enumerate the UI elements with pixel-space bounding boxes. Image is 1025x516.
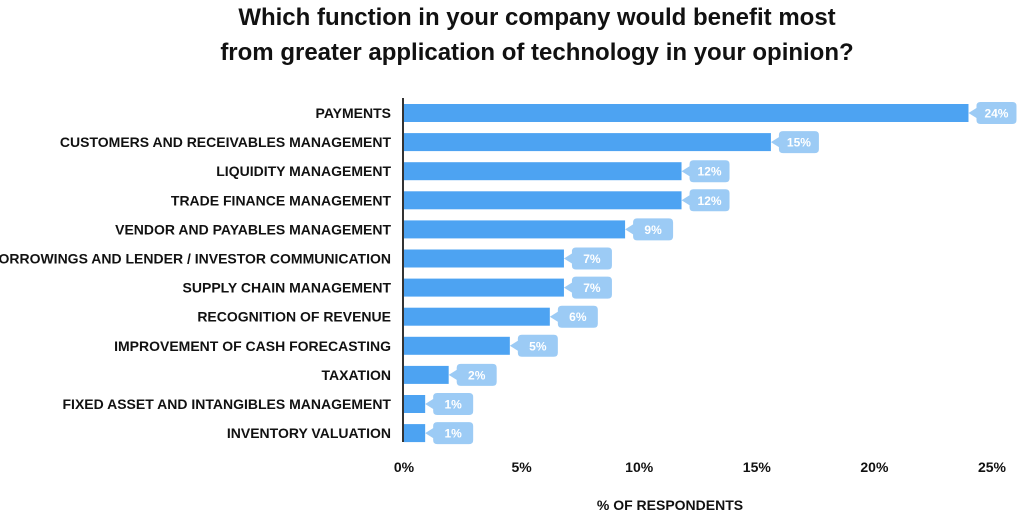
category-label: INVENTORY VALUATION [227, 425, 391, 441]
bar [404, 365, 449, 384]
category-label: TAXATION [322, 367, 391, 383]
data-label-bubble [681, 189, 730, 212]
data-label: 5% [529, 339, 547, 353]
data-label-bubble [968, 102, 1017, 124]
data-label-bubble [509, 334, 558, 357]
chart-title-line-1: Which function in your company would ben… [238, 4, 835, 31]
data-label-bubble [770, 131, 819, 154]
bar [404, 162, 682, 181]
bar [404, 220, 626, 239]
data-label-bubble [549, 305, 598, 328]
data-label: 2% [468, 368, 486, 382]
data-label: 1% [444, 427, 462, 441]
data-label: 12% [698, 165, 722, 179]
data-label-bubble [425, 393, 474, 415]
data-label: 7% [583, 281, 601, 295]
x-tick-label: 0% [394, 459, 415, 475]
plot-area: PAYMENTS 24% CUSTOMERS AND RECEIVABLES MAN… [0, 98, 1017, 475]
x-tick-label: 15% [743, 459, 772, 475]
data-label-bubble [681, 160, 730, 183]
category-label: CUSTOMERS AND RECEIVABLES MANAGEMENT [60, 134, 392, 150]
data-label: 24% [984, 107, 1008, 121]
x-axis-title: % OF RESPONDENTS [597, 497, 743, 513]
data-label-bubble [425, 422, 474, 445]
data-label-bubble [563, 276, 612, 299]
bar [404, 307, 550, 326]
category-label: TRADE FINANCE MANAGEMENT [171, 192, 392, 208]
data-label: 9% [644, 223, 662, 237]
bar [404, 424, 426, 443]
data-label: 12% [698, 194, 722, 208]
bar [404, 395, 426, 413]
data-label-bubble [448, 363, 497, 386]
data-label-bubble [563, 247, 612, 270]
x-tick-label: 10% [625, 459, 654, 475]
bar [404, 278, 564, 297]
data-label: 6% [569, 310, 587, 324]
bar [404, 336, 510, 355]
data-label-bubble [625, 218, 674, 241]
category-label: PAYMENTS [316, 105, 391, 121]
data-label: 1% [444, 398, 462, 412]
x-tick-label: 5% [511, 459, 532, 475]
data-label: 15% [787, 136, 811, 150]
category-label: BORROWINGS AND LENDER / INVESTOR COMMUNI… [0, 251, 391, 267]
data-label: 7% [583, 252, 601, 266]
bar [404, 249, 564, 268]
category-label: IMPROVEMENT OF CASH FORECASTING [114, 338, 391, 354]
chart-title-line-2: from greater application of technology i… [220, 39, 853, 66]
category-label: LIQUIDITY MANAGEMENT [216, 163, 391, 179]
category-label: FIXED ASSET AND INTANGIBLES MANAGEMENT [63, 396, 392, 412]
bar [404, 133, 771, 152]
category-label: VENDOR AND PAYABLES MANAGEMENT [115, 221, 391, 237]
x-tick-label: 25% [978, 459, 1007, 475]
bar [404, 191, 682, 210]
x-tick-label: 20% [860, 459, 889, 475]
category-label: SUPPLY CHAIN MANAGEMENT [183, 280, 392, 296]
category-label: RECOGNITION OF REVENUE [197, 309, 391, 325]
bar [404, 104, 969, 122]
